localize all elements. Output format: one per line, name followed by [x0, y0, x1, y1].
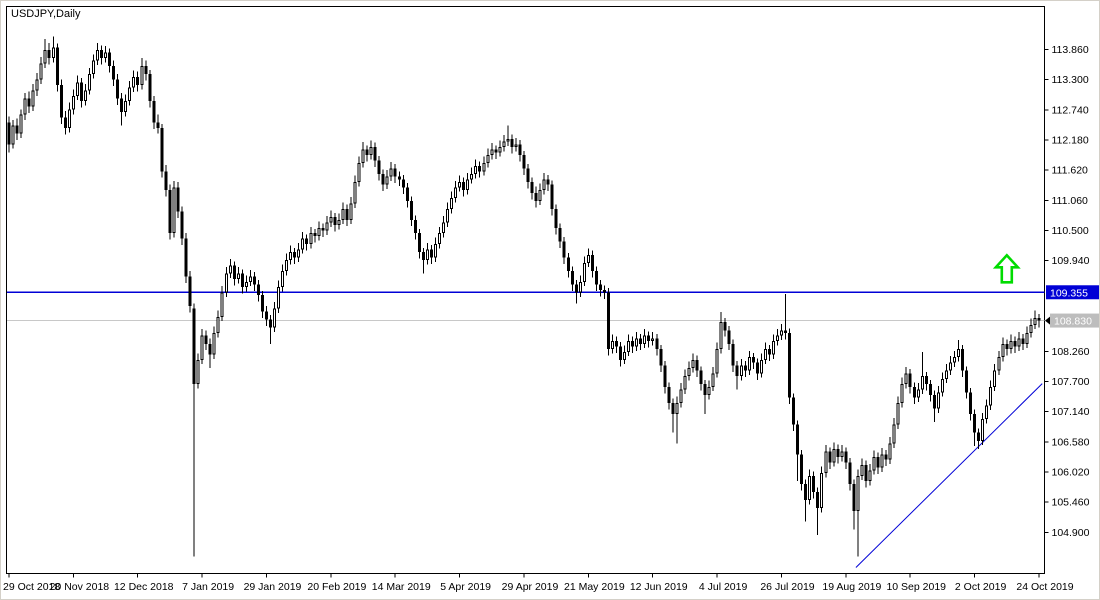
- candles-layer: [7, 36, 1041, 557]
- svg-text:26 Jul 2019: 26 Jul 2019: [760, 581, 814, 593]
- svg-text:7 Jan 2019: 7 Jan 2019: [182, 581, 234, 593]
- svg-text:113.300: 113.300: [1052, 74, 1089, 86]
- svg-text:29 Jan 2019: 29 Jan 2019: [244, 581, 302, 593]
- hline-price-label: 109.355: [1046, 285, 1099, 300]
- svg-text:109.355: 109.355: [1050, 287, 1088, 299]
- svg-text:4 Jul 2019: 4 Jul 2019: [699, 581, 748, 593]
- svg-text:29 Oct 2018: 29 Oct 2018: [3, 581, 60, 593]
- svg-text:12 Dec 2018: 12 Dec 2018: [114, 581, 174, 593]
- svg-text:20 Feb 2019: 20 Feb 2019: [307, 581, 366, 593]
- svg-text:106.020: 106.020: [1052, 467, 1090, 479]
- svg-text:10 Sep 2019: 10 Sep 2019: [886, 581, 946, 593]
- trendline[interactable]: [855, 383, 1043, 568]
- svg-text:24 Oct 2019: 24 Oct 2019: [1016, 581, 1073, 593]
- svg-text:5 Apr 2019: 5 Apr 2019: [440, 581, 491, 593]
- svg-text:112.740: 112.740: [1052, 104, 1089, 116]
- plot-border: [6, 6, 1045, 574]
- buy-arrow-icon[interactable]: [992, 253, 1021, 284]
- svg-text:108.260: 108.260: [1052, 346, 1090, 358]
- svg-text:14 Mar 2019: 14 Mar 2019: [372, 581, 431, 593]
- svg-text:111.060: 111.060: [1052, 195, 1089, 207]
- svg-text:108.830: 108.830: [1054, 316, 1092, 328]
- svg-text:107.140: 107.140: [1052, 406, 1090, 418]
- svg-text:29 Apr 2019: 29 Apr 2019: [502, 581, 559, 593]
- svg-text:12 Jun 2019: 12 Jun 2019: [630, 581, 688, 593]
- svg-text:21 May 2019: 21 May 2019: [564, 581, 625, 593]
- current-price-label: 108.830: [1045, 313, 1099, 328]
- svg-text:106.580: 106.580: [1052, 436, 1090, 448]
- svg-text:104.900: 104.900: [1052, 527, 1090, 539]
- svg-text:107.700: 107.700: [1052, 376, 1090, 388]
- y-axis: 113.860 113.300 112.740 112.180 111.620 111.0…: [1044, 44, 1090, 539]
- svg-text:109.940: 109.940: [1052, 255, 1090, 267]
- svg-text:2 Oct 2019: 2 Oct 2019: [955, 581, 1007, 593]
- svg-text:110.500: 110.500: [1052, 225, 1089, 237]
- svg-text:19 Aug 2019: 19 Aug 2019: [822, 581, 881, 593]
- svg-text:113.860: 113.860: [1052, 44, 1089, 56]
- svg-text:111.620: 111.620: [1052, 165, 1089, 177]
- chart-title: USDJPY,Daily: [11, 8, 81, 20]
- svg-text:105.460: 105.460: [1052, 497, 1090, 509]
- svg-text:20 Nov 2018: 20 Nov 2018: [50, 581, 110, 593]
- svg-text:112.180: 112.180: [1052, 134, 1089, 146]
